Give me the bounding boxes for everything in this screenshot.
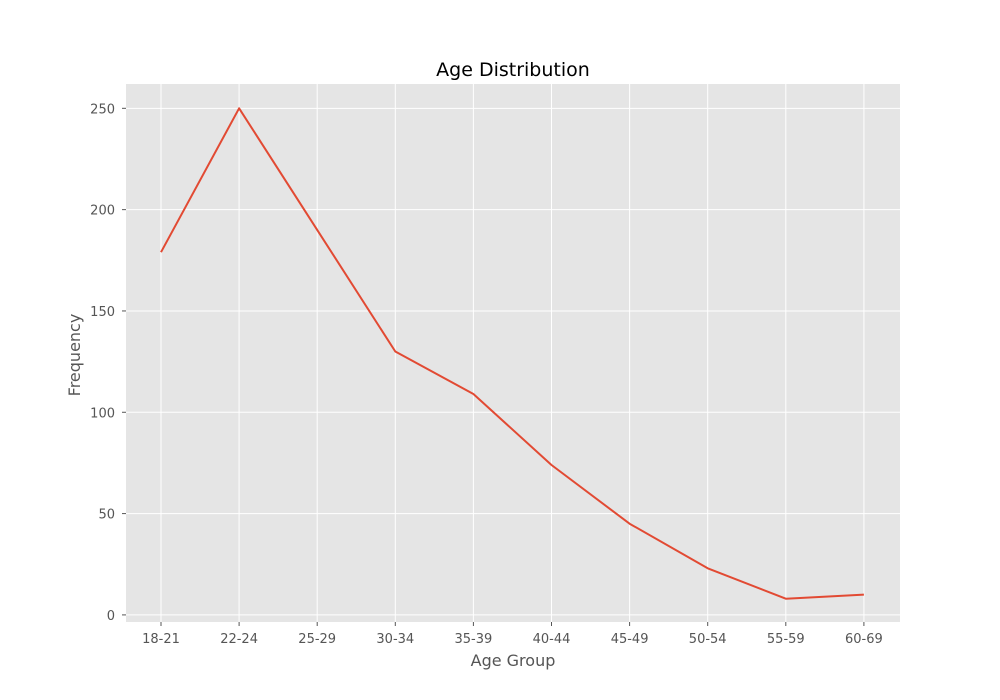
- y-tick-label: 0: [107, 609, 115, 624]
- x-tick-label: 40-44: [533, 632, 571, 647]
- y-tick-label: 200: [90, 204, 115, 219]
- x-tick-label: 22-24: [220, 632, 258, 647]
- x-tick-label: 35-39: [455, 632, 493, 647]
- y-tick-label: 100: [90, 406, 115, 421]
- plot-area: [126, 84, 900, 622]
- x-tick-label: 25-29: [298, 632, 336, 647]
- x-axis-label: Age Group: [471, 651, 556, 670]
- y-tick-label: 50: [98, 508, 115, 523]
- series-layer: [160, 107, 864, 600]
- y-axis-label: Frequency: [65, 314, 84, 397]
- x-tick-label: 18-21: [142, 632, 180, 647]
- x-axis: 18-21 22-24 25-29 30-34 35-39 40-44 45-49 50-54…: [142, 622, 883, 647]
- x-tick-label: 60-69: [845, 632, 883, 647]
- y-axis: 0 50 100 150 200 250: [90, 102, 126, 624]
- x-tick-label: 45-49: [611, 632, 649, 647]
- x-tick-label: 55-59: [767, 632, 805, 647]
- chart-title: Age Distribution: [436, 59, 590, 81]
- x-tick-label: 30-34: [376, 632, 414, 647]
- y-tick-label: 250: [90, 102, 115, 117]
- series-line: [160, 107, 864, 600]
- x-tick-label: 50-54: [689, 632, 727, 647]
- grid-lines: [126, 84, 900, 622]
- y-tick-label: 150: [90, 305, 115, 320]
